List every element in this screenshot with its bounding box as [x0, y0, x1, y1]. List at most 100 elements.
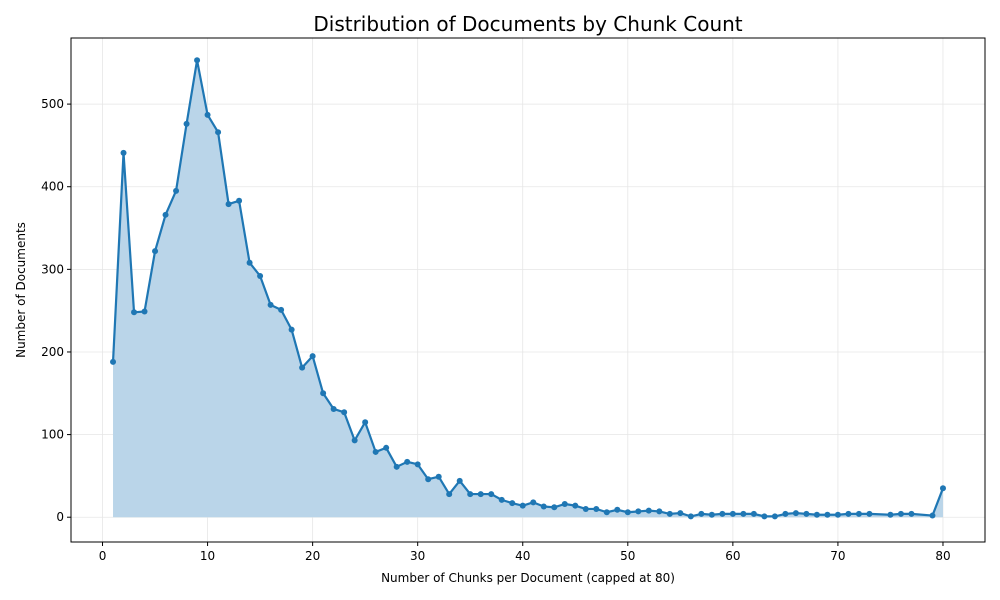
y-tick-label: 400: [41, 180, 64, 194]
data-point: [761, 513, 768, 520]
x-tick-label: 30: [410, 549, 425, 563]
data-point: [677, 510, 684, 517]
data-point: [278, 306, 285, 313]
data-point: [708, 511, 715, 518]
data-point: [908, 510, 915, 517]
data-point: [687, 513, 694, 520]
data-point: [467, 491, 474, 498]
data-point: [855, 510, 862, 517]
data-point: [351, 437, 358, 444]
data-point: [131, 309, 138, 316]
data-point: [425, 476, 432, 483]
data-point: [110, 358, 117, 365]
data-point: [929, 512, 936, 519]
data-point: [288, 326, 295, 333]
data-point: [456, 477, 463, 484]
data-point: [183, 120, 190, 127]
data-point: [383, 444, 390, 451]
data-point: [498, 496, 505, 503]
data-point: [120, 149, 127, 156]
y-tick-label: 300: [41, 262, 64, 276]
x-tick-label: 70: [830, 549, 845, 563]
y-tick-label: 100: [41, 428, 64, 442]
data-point: [162, 211, 169, 218]
x-tick-label: 80: [935, 549, 950, 563]
y-tick-label: 200: [41, 345, 64, 359]
data-point: [656, 508, 663, 515]
data-point: [435, 473, 442, 480]
x-tick-label: 10: [200, 549, 215, 563]
data-point: [771, 513, 778, 520]
data-point: [561, 500, 568, 507]
data-point: [614, 506, 621, 513]
x-tick-label: 20: [305, 549, 320, 563]
data-point: [792, 510, 799, 517]
x-tick-label: 0: [99, 549, 107, 563]
data-point: [887, 511, 894, 518]
data-point: [299, 364, 306, 371]
data-point: [372, 448, 379, 455]
data-point: [257, 272, 264, 279]
x-tick-label: 40: [515, 549, 530, 563]
data-point: [215, 129, 222, 136]
x-axis: 0 10 20 30 40 50 60 70 80: [99, 542, 951, 563]
area-fill: [113, 60, 943, 518]
y-tick-label: 0: [56, 510, 64, 524]
data-point: [813, 511, 820, 518]
data-point: [834, 511, 841, 518]
data-point: [540, 503, 547, 510]
data-point: [246, 259, 253, 266]
data-point: [782, 510, 789, 517]
data-point: [509, 500, 516, 507]
x-tick-label: 50: [620, 549, 635, 563]
data-point: [645, 507, 652, 514]
data-point: [488, 491, 495, 498]
data-point: [866, 510, 873, 517]
data-point: [530, 499, 537, 506]
data-point: [141, 308, 148, 315]
x-axis-label: Number of Chunks per Document (capped at…: [381, 571, 675, 585]
data-point: [362, 419, 369, 426]
chart-title: Distribution of Documents by Chunk Count: [313, 12, 742, 36]
data-point: [446, 491, 453, 498]
plot-frame: [70, 37, 986, 543]
data-point: [393, 463, 400, 470]
data-point: [341, 409, 348, 416]
data-point: [845, 510, 852, 517]
data-point: [225, 201, 232, 208]
data-point: [740, 510, 747, 517]
data-point: [635, 508, 642, 515]
data-point: [309, 353, 316, 360]
x-tick-label: 60: [725, 549, 740, 563]
data-point: [477, 491, 484, 498]
data-point: [194, 57, 201, 64]
y-tick-label: 500: [41, 97, 64, 111]
data-point: [939, 485, 946, 492]
data-point: [666, 510, 673, 517]
data-point: [824, 511, 831, 518]
data-point: [330, 405, 337, 412]
y-axis: 0 100 200 300 400 500: [41, 97, 71, 524]
data-point: [603, 509, 610, 516]
data-point: [729, 510, 736, 517]
data-point: [551, 504, 558, 511]
data-point: [698, 510, 705, 517]
data-point: [582, 505, 589, 512]
data-point: [152, 248, 159, 255]
data-point: [572, 502, 579, 509]
data-points: [110, 57, 946, 520]
data-point: [624, 509, 631, 516]
data-point: [236, 197, 243, 204]
data-point: [897, 510, 904, 517]
y-axis-label: Number of Documents: [14, 222, 28, 358]
data-point: [320, 390, 327, 397]
data-point: [204, 111, 211, 118]
data-point: [719, 510, 726, 517]
data-point: [267, 301, 274, 308]
data-point: [519, 502, 526, 509]
data-point: [173, 187, 180, 194]
data-point: [803, 510, 810, 517]
data-point: [404, 458, 411, 465]
data-point: [750, 510, 757, 517]
